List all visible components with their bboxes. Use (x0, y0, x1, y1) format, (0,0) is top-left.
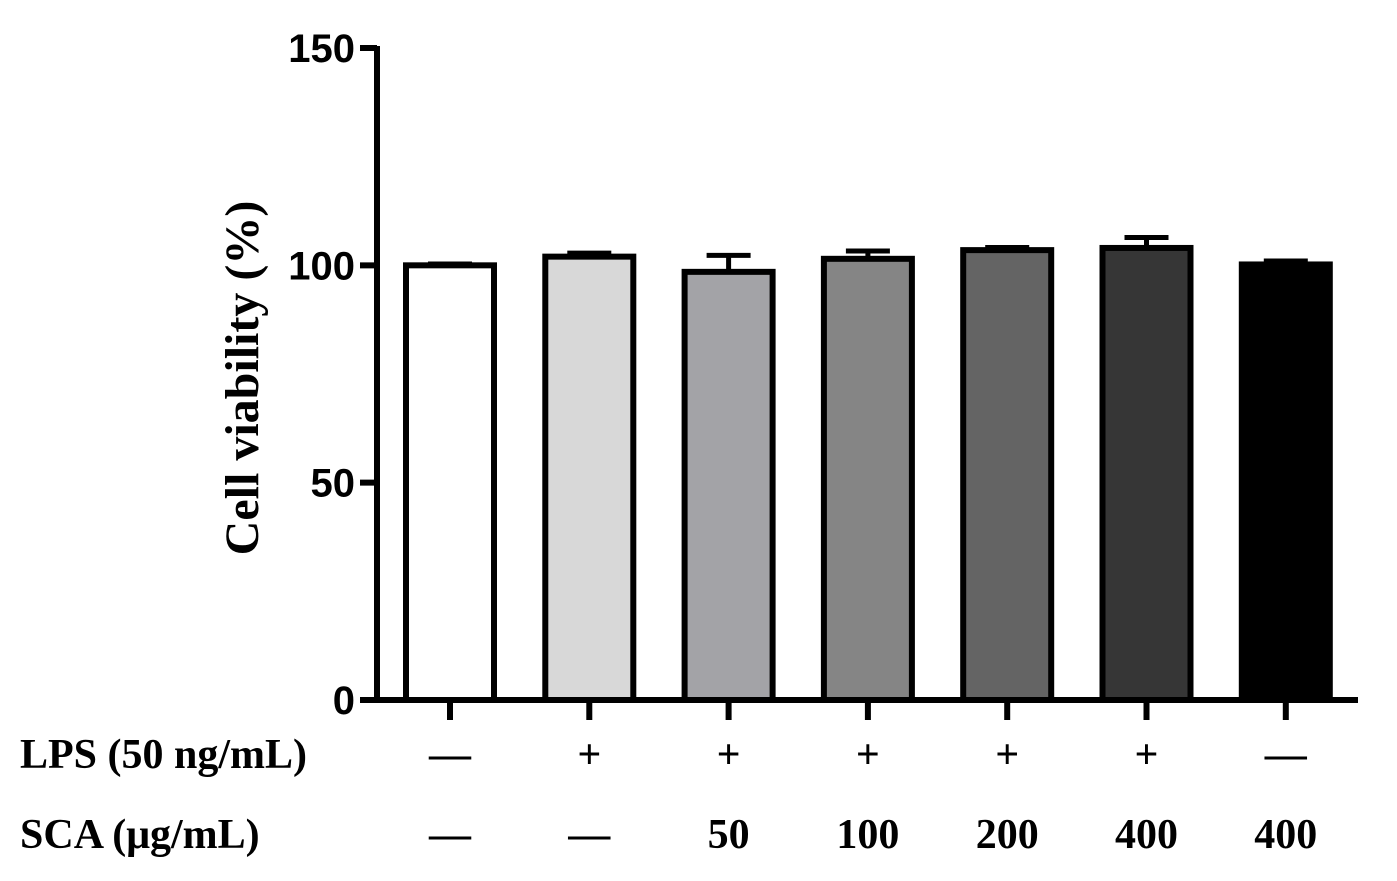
y-tick-label: 50 (311, 462, 356, 506)
bar (681, 268, 776, 703)
bar (542, 253, 637, 703)
lps-row-cell: + (577, 732, 601, 778)
sca-row-cell: 400 (1254, 812, 1317, 858)
sca-row-cell: 400 (1115, 812, 1178, 858)
error-bars (428, 235, 1308, 272)
lps-row-cell: + (856, 732, 880, 778)
sca-row-cell: — (428, 812, 472, 858)
bars (403, 244, 1333, 704)
bar (960, 247, 1055, 703)
y-tick-label: 150 (288, 27, 355, 71)
y-tick-label: 0 (333, 679, 355, 723)
bar (1099, 244, 1194, 704)
y-axis: 0 50 100 150 (288, 27, 380, 723)
lps-row-label: LPS (50 ng/mL) (20, 732, 307, 778)
bar (820, 255, 915, 703)
treatment-table: LPS (50 ng/mL) — + + + + + — SCA (μg/mL) — — 50 100 2… (20, 732, 1317, 858)
bar (1238, 261, 1333, 703)
y-tick-label: 100 (288, 244, 355, 288)
lps-row-cell: — (428, 732, 472, 778)
sca-row-cell: — (567, 812, 611, 858)
lps-row-cell: + (1135, 732, 1159, 778)
bar (403, 262, 497, 703)
sca-row-cell: 200 (976, 812, 1039, 858)
lps-row-cell: + (995, 732, 1019, 778)
sca-row-label: SCA (μg/mL) (20, 812, 260, 858)
sca-row-cell: 100 (836, 812, 899, 858)
lps-row-cell: — (1264, 732, 1308, 778)
lps-row-cell: + (717, 732, 741, 778)
sca-row-cell: 50 (708, 812, 750, 858)
y-axis-label: Cell viability (%) (216, 201, 269, 556)
